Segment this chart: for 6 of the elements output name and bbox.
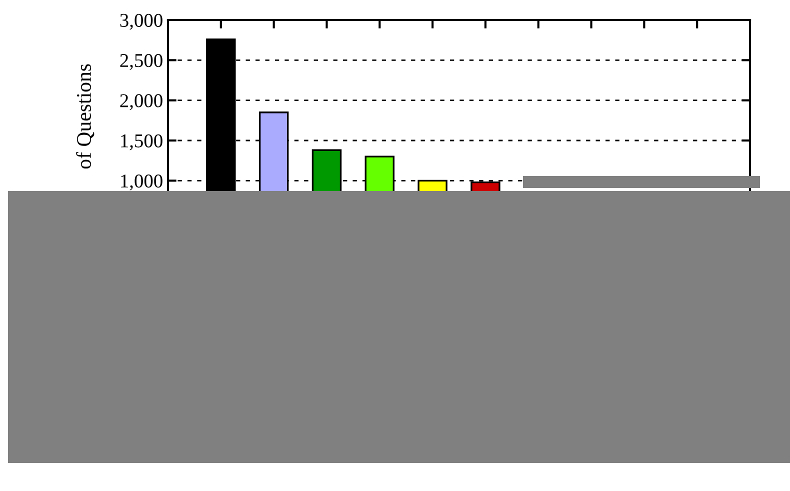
y-axis-title: of Questions [76, 64, 94, 169]
y-tick-label: 1,000 [121, 174, 162, 190]
y-tick-label: 1,500 [121, 134, 162, 150]
y-tick-label: 2,500 [120, 54, 162, 70]
y-tick-label: 3,000 [120, 14, 162, 30]
y-tick-label: 2,000 [120, 94, 162, 110]
